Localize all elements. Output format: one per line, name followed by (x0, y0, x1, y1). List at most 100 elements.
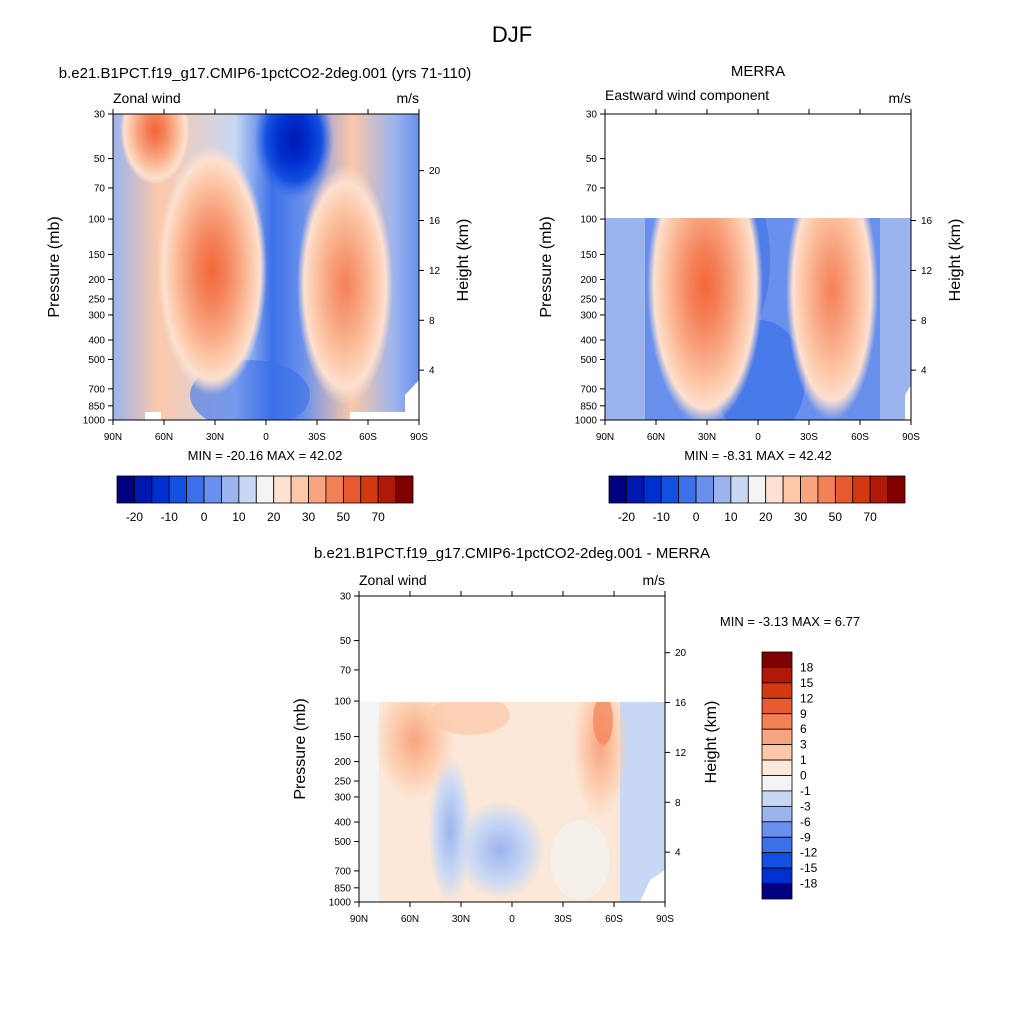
x-tick-label: 60N (401, 914, 419, 925)
colorbar-box (168, 475, 188, 504)
colorbar-box (761, 759, 793, 776)
y-axis-label: Pressure (mb) (292, 698, 309, 799)
y-axis-label: Pressure (mb) (538, 216, 555, 317)
y-right-tick-label: 8 (675, 798, 681, 809)
y-tick-label: 500 (88, 355, 105, 366)
colorbar-box (116, 475, 135, 504)
colorbar-label: -3 (800, 799, 811, 813)
colorbar-label: -1 (800, 784, 811, 798)
colorbar-box (782, 475, 801, 504)
colorbar-box (730, 475, 749, 504)
left-string: Zonal wind (113, 90, 181, 106)
right-string: m/s (642, 572, 665, 588)
x-tick-label: 0 (263, 432, 269, 443)
y-axis-right-label: Height (km) (947, 219, 964, 302)
x-tick-label: 60S (605, 914, 623, 925)
x-tick-label: 60S (359, 432, 377, 443)
x-tick-label: 90N (596, 432, 614, 443)
y-axis-right-label: Height (km) (703, 701, 720, 784)
colorbar-box (325, 475, 344, 504)
x-tick-label: 30N (452, 914, 470, 925)
colorbar-box (765, 475, 784, 504)
y-right-tick-label: 8 (921, 316, 927, 327)
colorbar-box (273, 475, 292, 504)
y-tick-label: 200 (88, 275, 105, 286)
y-tick-label: 500 (334, 837, 351, 848)
y-right-tick-label: 16 (429, 216, 441, 227)
y-tick-label: 700 (88, 384, 105, 395)
jet-core (157, 145, 267, 395)
colorbar-box (761, 744, 793, 761)
colorbar-box (360, 475, 379, 504)
colorbar-box (678, 475, 697, 504)
colorbar-box (800, 475, 819, 504)
colorbar-box (290, 475, 309, 504)
y-right-tick-label: 16 (675, 698, 687, 709)
y-tick-label: 500 (580, 355, 597, 366)
x-tick-label: 30N (206, 432, 224, 443)
y-tick-label: 250 (580, 295, 597, 306)
jet-core (786, 218, 878, 420)
colorbar-box (186, 475, 205, 504)
y-right-tick-label: 16 (921, 216, 933, 227)
colorbar-label: 1 (800, 753, 807, 767)
colorbar-box (887, 475, 906, 504)
y-tick-label: 100 (334, 697, 351, 708)
contour-field (113, 114, 419, 420)
y-tick-label: 70 (586, 183, 598, 194)
y-tick-label: 50 (94, 154, 106, 165)
colorbar-label: -12 (800, 846, 818, 860)
y-tick-label: 250 (334, 777, 351, 788)
contour-field (605, 218, 911, 420)
panel-model: b.e21.B1PCT.f19_g17.CMIP6-1pctCO2-2deg.0… (46, 65, 472, 524)
y-right-tick-label: 4 (429, 366, 435, 377)
colorbar-box (761, 883, 793, 900)
colorbar-box (695, 475, 714, 504)
right-string: m/s (396, 90, 419, 106)
y-right-tick-label: 12 (675, 748, 687, 759)
colorbar-box (761, 775, 793, 792)
y-right-tick-label: 8 (429, 316, 435, 327)
y-tick-label: 50 (340, 636, 352, 647)
contour-field (359, 702, 665, 902)
colorbar-box (761, 790, 793, 807)
y-tick-label: 200 (334, 757, 351, 768)
colorbar-label: 50 (829, 510, 843, 524)
y-tick-label: 400 (88, 336, 105, 347)
y-right-tick-label: 4 (921, 366, 927, 377)
y-tick-label: 1000 (329, 898, 352, 909)
colorbar-label: 20 (267, 510, 281, 524)
y-tick-label: 1000 (575, 416, 598, 427)
colorbar-box (643, 475, 662, 504)
x-tick-label: 90N (350, 914, 368, 925)
y-tick-label: 70 (94, 183, 106, 194)
y-tick-label: 300 (580, 310, 597, 321)
colorbar-box (626, 475, 645, 504)
colorbar-box (377, 475, 396, 504)
colorbar-label: 0 (201, 510, 208, 524)
min-max-text: MIN = -3.13 MAX = 6.77 (720, 614, 860, 629)
colorbar-box (660, 475, 680, 504)
y-tick-label: 850 (334, 883, 351, 894)
colorbar-box (852, 475, 871, 504)
x-tick-label: 30S (308, 432, 326, 443)
panel-title: b.e21.B1PCT.f19_g17.CMIP6-1pctCO2-2deg.0… (314, 545, 710, 562)
colorbar-box (761, 713, 793, 730)
colorbar-label: 3 (800, 738, 807, 752)
panel-title: MERRA (731, 63, 785, 80)
x-tick-label: 60N (155, 432, 173, 443)
y-tick-label: 150 (334, 732, 351, 743)
colorbar-label: 12 (800, 691, 814, 705)
axes: 90N 60N 30N 0 30S 60S 90S 30 50 70 100 150 200 250 300… (575, 109, 933, 443)
colorbar-box (869, 475, 888, 504)
colorbar-box (761, 697, 793, 715)
colorbar-label: 0 (800, 769, 807, 783)
x-tick-label: 30S (554, 914, 572, 925)
min-max-text: MIN = -8.31 MAX = 42.42 (684, 448, 831, 463)
left-string: Zonal wind (359, 572, 427, 588)
colorbar-box (221, 475, 240, 504)
y-tick-label: 400 (334, 818, 351, 829)
colorbar-label: 0 (693, 510, 700, 524)
y-tick-label: 150 (580, 250, 597, 261)
x-tick-label: 0 (509, 914, 515, 925)
